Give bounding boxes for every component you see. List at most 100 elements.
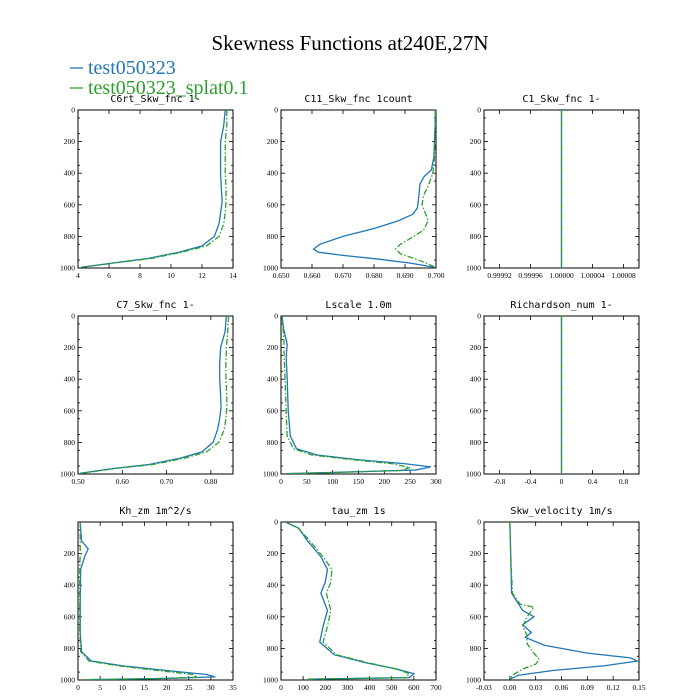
- x-tick-label: 0.99992: [487, 271, 512, 280]
- x-tick-label: 600: [408, 683, 420, 692]
- x-tick-label: 0.8: [619, 477, 629, 486]
- series-line-test050323: [281, 316, 431, 474]
- x-tick-label: 1.00004: [580, 271, 605, 280]
- panel-title: Lscale 1.0m: [325, 300, 391, 311]
- panel-title: C1_Skw_fnc 1-: [522, 94, 600, 105]
- series-line-test050323: [79, 522, 216, 680]
- y-tick-label: 200: [64, 343, 76, 352]
- y-tick-label: 200: [470, 137, 482, 146]
- x-tick-label: 0.680: [366, 271, 383, 280]
- panel-title: Skw_velocity 1m/s: [510, 506, 612, 517]
- y-tick-label: 800: [470, 232, 482, 241]
- plot-frame: [280, 109, 437, 269]
- x-tick-label: 0.12: [607, 683, 620, 692]
- y-tick-label: 200: [64, 137, 76, 146]
- x-tick-label: 0.690: [397, 271, 414, 280]
- y-tick-label: 600: [64, 612, 76, 621]
- x-tick-label: 25: [185, 683, 193, 692]
- plot-frame: [77, 109, 234, 269]
- x-tick-label: 5: [98, 683, 102, 692]
- x-tick-label: 0.06: [555, 683, 568, 692]
- series-line-splat: [79, 522, 200, 680]
- plot-frame: [77, 315, 234, 475]
- y-tick-label: 800: [64, 232, 76, 241]
- y-tick-label: 600: [267, 406, 279, 415]
- x-tick-label: 1.00000: [549, 271, 574, 280]
- series-line-test050323: [312, 110, 436, 268]
- y-tick-label: 600: [64, 200, 76, 209]
- y-tick-label: 400: [64, 581, 76, 590]
- y-tick-label: 1000: [60, 470, 75, 479]
- x-tick-label: 0.60: [116, 477, 129, 486]
- series-line-splat: [509, 522, 540, 680]
- x-tick-label: 35: [229, 683, 237, 692]
- panel-title: Kh_zm 1m^2/s: [119, 506, 191, 517]
- y-tick-label: 600: [64, 406, 76, 415]
- x-tick-label: 0.99996: [518, 271, 543, 280]
- x-tick-label: 0: [279, 477, 283, 486]
- x-tick-label: 0.70: [160, 477, 173, 486]
- series-line-test050323: [81, 110, 226, 268]
- x-tick-label: 0.50: [71, 477, 84, 486]
- y-tick-label: 800: [470, 644, 482, 653]
- x-tick-label: 100: [298, 683, 310, 692]
- x-tick-label: 30: [207, 683, 215, 692]
- chart-panel: Skw_velocity 1m/s 0 200 400 600 800 1000-0.03 0…: [466, 506, 646, 692]
- x-tick-label: 0.80: [204, 477, 217, 486]
- y-tick-label: 400: [64, 375, 76, 384]
- y-tick-label: 600: [267, 612, 279, 621]
- x-tick-label: 0.03: [529, 683, 542, 692]
- y-tick-label: 600: [470, 612, 482, 621]
- x-tick-label: 0.650: [273, 271, 290, 280]
- y-tick-label: 0: [274, 518, 278, 527]
- y-tick-label: 200: [470, 343, 482, 352]
- y-tick-label: 800: [267, 438, 279, 447]
- y-tick-label: 200: [267, 549, 279, 558]
- y-tick-label: 1000: [263, 470, 278, 479]
- series-line-test050323: [80, 316, 228, 474]
- x-tick-label: 250: [405, 477, 417, 486]
- y-tick-label: 0: [71, 106, 75, 115]
- y-tick-label: 800: [64, 644, 76, 653]
- y-tick-label: 800: [267, 232, 279, 241]
- chart-panel: Richardson_num 1- 0 200 400 600 800 1000 -0.8 -0…: [466, 300, 640, 486]
- panel-title: Richardson_num 1-: [510, 300, 612, 311]
- x-tick-label: -0.03: [476, 683, 492, 692]
- y-tick-label: 400: [470, 581, 482, 590]
- x-tick-label: 0.660: [304, 271, 321, 280]
- y-tick-label: 200: [470, 549, 482, 558]
- plot-frame: [280, 315, 437, 475]
- y-tick-label: 0: [477, 518, 481, 527]
- y-tick-label: 0: [477, 312, 481, 321]
- y-tick-label: 800: [64, 438, 76, 447]
- legend-label: test050323_splat0.1: [88, 77, 249, 99]
- y-tick-label: 1000: [466, 470, 481, 479]
- x-tick-label: 14: [229, 271, 237, 280]
- y-tick-label: 800: [470, 438, 482, 447]
- x-tick-label: 700: [430, 683, 442, 692]
- y-tick-label: 400: [267, 375, 279, 384]
- y-tick-label: 1000: [263, 264, 278, 273]
- y-tick-label: 800: [267, 644, 279, 653]
- y-tick-label: 0: [477, 106, 481, 115]
- y-tick-label: 400: [64, 169, 76, 178]
- y-tick-label: 200: [267, 343, 279, 352]
- x-tick-label: 0.00: [503, 683, 516, 692]
- x-tick-label: 0.4: [588, 477, 598, 486]
- y-tick-label: 600: [470, 200, 482, 209]
- y-tick-label: 200: [64, 549, 76, 558]
- figure-title: Skewness Functions at240E,27N: [211, 31, 488, 55]
- x-tick-label: 12: [198, 271, 206, 280]
- x-tick-label: 0: [76, 683, 80, 692]
- panel-title: C6rt_Skw_fnc 1-: [110, 94, 200, 105]
- x-tick-label: 500: [386, 683, 398, 692]
- x-tick-label: 20: [163, 683, 171, 692]
- x-tick-label: 0: [279, 683, 283, 692]
- x-tick-label: 0.09: [581, 683, 594, 692]
- chart-panel: C1_Skw_fnc 1- 0 200 400 600 800 1000 0.99992 0.9…: [466, 94, 640, 280]
- series-line-splat: [82, 110, 228, 268]
- x-tick-label: 150: [353, 477, 365, 486]
